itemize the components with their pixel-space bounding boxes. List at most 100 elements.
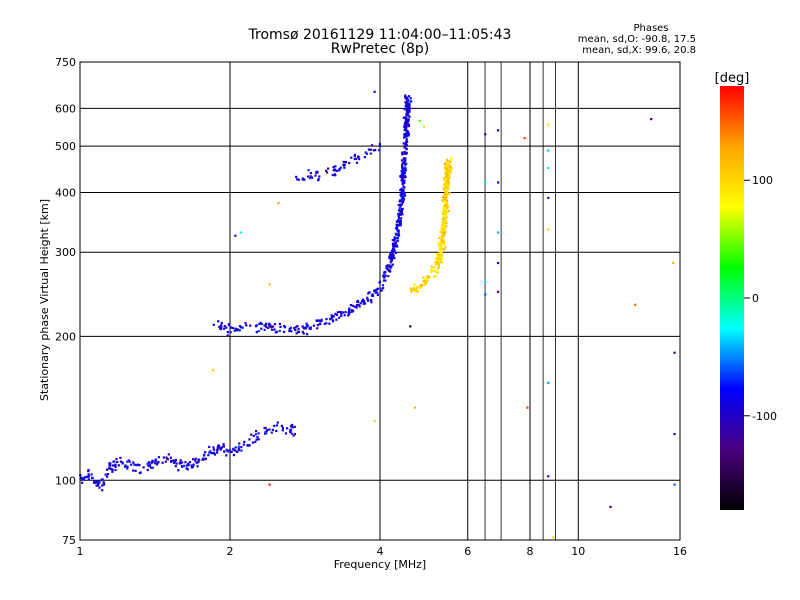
echo-point: [314, 174, 317, 177]
echo-point: [273, 323, 277, 326]
echo-point: [440, 229, 443, 232]
echo-point: [403, 172, 406, 175]
echo-point: [355, 305, 358, 309]
echo-point: [115, 457, 118, 461]
echo-point: [369, 148, 372, 151]
echo-point: [440, 248, 443, 251]
echo-point: [340, 311, 343, 314]
echo-point: [402, 175, 405, 178]
echo-point: [397, 234, 401, 237]
echo-point: [445, 182, 448, 185]
echo-point: [188, 461, 191, 464]
echo-point: [405, 102, 408, 105]
echo-point: [264, 426, 267, 430]
echo-point: [186, 464, 189, 467]
echo-point: [123, 465, 127, 468]
echo-point: [401, 175, 404, 179]
echo-point: [437, 257, 440, 260]
echo-point: [352, 309, 355, 312]
echo-point: [208, 451, 211, 454]
echo-point: [371, 144, 374, 147]
y-tick-label-600: 600: [55, 102, 76, 115]
echo-point: [444, 193, 447, 196]
echo-point: [329, 318, 332, 321]
echo-point: [398, 223, 401, 226]
scattered-echo-point: [422, 125, 426, 128]
echo-point: [307, 175, 310, 178]
echo-point: [108, 462, 111, 465]
echo-point: [410, 290, 413, 293]
echo-point: [430, 265, 433, 268]
echo-point: [81, 478, 84, 481]
echo-point: [382, 274, 385, 277]
echo-point: [449, 158, 452, 162]
echo-point: [135, 464, 138, 467]
echo-point: [132, 461, 135, 464]
echo-point: [409, 287, 413, 290]
echo-point: [403, 192, 406, 195]
echo-point: [275, 424, 279, 427]
echo-point: [332, 320, 335, 323]
echo-point: [356, 300, 359, 303]
echo-point: [427, 276, 430, 279]
echo-point: [195, 461, 198, 464]
echo-point: [390, 256, 393, 259]
echo-point: [441, 231, 445, 234]
echo-point: [390, 265, 393, 268]
echo-point: [397, 218, 400, 222]
echo-point: [402, 180, 405, 183]
echo-point: [268, 324, 271, 327]
echo-point: [437, 241, 440, 244]
echo-point: [394, 251, 398, 254]
echo-point: [196, 465, 199, 468]
echo-point: [293, 425, 296, 428]
echo-point: [439, 246, 442, 249]
echo-point: [390, 254, 393, 257]
echo-point: [402, 171, 405, 174]
echo-point: [445, 194, 448, 197]
echo-point: [394, 232, 397, 235]
x-tick-label-6: 6: [464, 545, 471, 558]
echo-point: [334, 165, 337, 168]
echo-point: [81, 477, 84, 480]
echo-point: [437, 263, 440, 266]
echo-point: [348, 307, 351, 310]
echo-point: [257, 329, 260, 333]
echo-point: [119, 460, 122, 463]
echo-point: [403, 145, 406, 148]
echo-point: [403, 150, 406, 153]
echo-point: [274, 331, 277, 334]
echo-point: [245, 324, 248, 327]
echo-point: [291, 423, 294, 427]
echo-point: [165, 456, 168, 459]
echo-point: [260, 327, 263, 330]
echo-point: [437, 259, 440, 262]
echo-point: [404, 121, 407, 125]
echo-point: [361, 298, 365, 301]
echo-point: [264, 324, 267, 327]
echo-point: [437, 253, 440, 256]
echo-point: [128, 460, 131, 463]
echo-point: [388, 269, 391, 272]
echo-point: [444, 215, 447, 218]
echo-point: [325, 322, 328, 325]
echo-point: [446, 179, 449, 182]
echo-point: [443, 177, 446, 180]
echo-point: [391, 263, 394, 266]
echo-point: [223, 325, 226, 328]
echo-point: [407, 95, 411, 98]
echo-point: [154, 458, 157, 461]
echo-point: [273, 424, 276, 427]
echo-point: [444, 220, 448, 223]
echo-point: [370, 301, 373, 304]
echo-point: [336, 311, 339, 314]
echo-point: [325, 169, 328, 172]
echo-point: [444, 210, 447, 213]
echo-point: [444, 198, 448, 201]
echo-point: [237, 445, 240, 448]
echo-point: [375, 288, 378, 291]
echo-point: [401, 183, 405, 186]
echo-point: [409, 97, 412, 100]
echo-point: [401, 207, 404, 211]
echo-point: [167, 453, 170, 456]
